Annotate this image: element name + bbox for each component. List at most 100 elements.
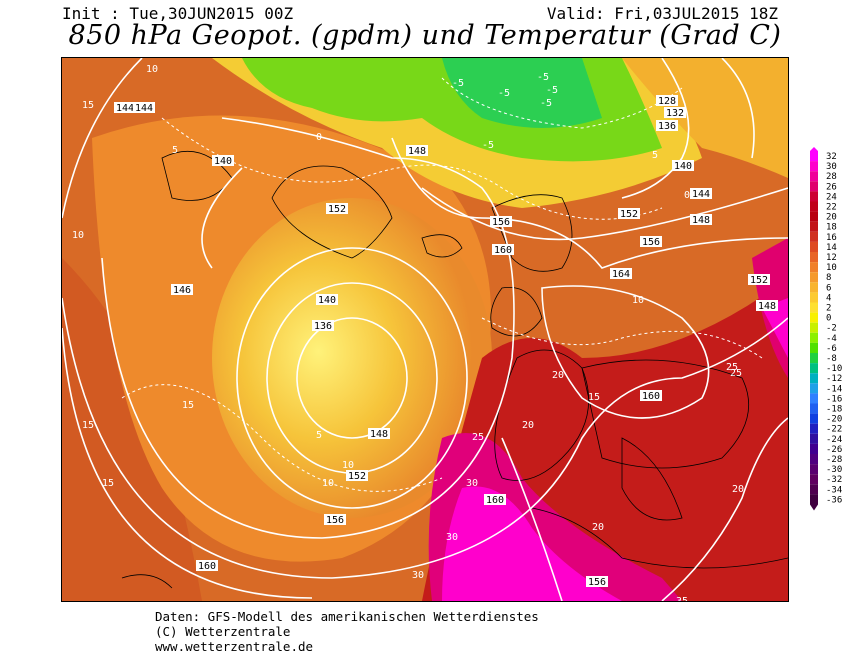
- legend-swatch: [810, 231, 818, 242]
- svg-text:15: 15: [588, 392, 600, 403]
- legend-swatch: [810, 454, 818, 465]
- svg-text:15: 15: [102, 478, 114, 489]
- svg-text:146: 146: [173, 285, 191, 296]
- svg-text:140: 140: [214, 156, 232, 167]
- svg-text:144: 144: [135, 103, 153, 114]
- legend-label: -34: [826, 485, 842, 495]
- legend-swatch: [810, 201, 818, 212]
- legend-label: 20: [826, 213, 837, 223]
- temperature-legend: 32302826242220181614121086420-2-4-6-8-10…: [810, 147, 842, 511]
- label-152-d: 152: [748, 274, 770, 286]
- label-156-b: 156: [324, 514, 346, 526]
- legend-swatch: [810, 272, 818, 283]
- label-140-b: 140: [672, 160, 694, 172]
- legend-swatch: [810, 393, 818, 404]
- legend-label: 2: [826, 304, 831, 314]
- svg-text:5: 5: [316, 430, 322, 441]
- label-144-a: 144: [114, 102, 136, 114]
- svg-text:10: 10: [72, 230, 84, 241]
- contour-labels: 144 148 152 136 140 156 160 128 132 146 …: [72, 64, 778, 601]
- label-148-a: 148: [406, 145, 428, 157]
- svg-text:136: 136: [658, 121, 676, 132]
- legend-label: 12: [826, 253, 837, 263]
- svg-text:148: 148: [408, 146, 426, 157]
- svg-text:-5: -5: [537, 72, 549, 83]
- legend-label: 6: [826, 283, 831, 293]
- label-132: 132: [664, 107, 686, 119]
- legend-label: 0: [826, 314, 831, 324]
- legend-swatch: [810, 443, 818, 454]
- svg-text:5: 5: [172, 145, 178, 156]
- legend-label: -2: [826, 324, 837, 334]
- legend-label: 30: [826, 162, 837, 172]
- label-156-d: 156: [586, 576, 608, 588]
- legend-label: -28: [826, 455, 842, 465]
- label-156-c: 156: [640, 236, 662, 248]
- temperature-contours: [121, 77, 763, 492]
- legend-label: -20: [826, 415, 842, 425]
- label-160-c: 160: [640, 390, 662, 402]
- svg-text:156: 156: [492, 217, 510, 228]
- svg-text:148: 148: [370, 429, 388, 440]
- label-160-a: 160: [492, 244, 514, 256]
- legend-label: -26: [826, 445, 842, 455]
- legend-swatch: [810, 151, 818, 162]
- svg-text:132: 132: [666, 108, 684, 119]
- legend-swatch: [810, 322, 818, 333]
- legend-swatch: [810, 353, 818, 364]
- legend-swatch: [810, 181, 818, 192]
- legend-label: -18: [826, 405, 842, 415]
- label-164: 164: [610, 268, 632, 280]
- label-146: 146: [171, 284, 193, 296]
- legend-swatch: [810, 423, 818, 434]
- legend-label: 16: [826, 233, 837, 243]
- svg-text:160: 160: [486, 495, 504, 506]
- svg-text:148: 148: [758, 301, 776, 312]
- legend-swatch: [810, 433, 818, 444]
- svg-text:144: 144: [692, 189, 710, 200]
- svg-text:152: 152: [348, 471, 366, 482]
- label-144-c: 144: [133, 102, 155, 114]
- legend-swatch: [810, 292, 818, 303]
- legend-label: -8: [826, 354, 837, 364]
- svg-text:15: 15: [82, 420, 94, 431]
- weather-map: 144 148 152 136 140 156 160 128 132 146 …: [61, 57, 789, 602]
- label-160-d: 160: [484, 494, 506, 506]
- footer-data-source: Daten: GFS-Modell des amerikanischen Wet…: [155, 609, 539, 624]
- legend-swatch: [810, 383, 818, 394]
- svg-text:-5: -5: [498, 88, 510, 99]
- svg-text:10: 10: [146, 64, 158, 75]
- label-152-b: 152: [346, 470, 368, 482]
- coastlines: [121, 151, 788, 589]
- svg-text:148: 148: [692, 215, 710, 226]
- legend-swatch: [810, 252, 818, 263]
- legend-bottom-arrow: [810, 504, 818, 511]
- footer-website[interactable]: www.wetterzentrale.de: [155, 639, 314, 654]
- svg-text:-5: -5: [540, 98, 552, 109]
- svg-text:152: 152: [750, 275, 768, 286]
- svg-text:152: 152: [328, 204, 346, 215]
- svg-text:20: 20: [522, 420, 534, 431]
- svg-text:128: 128: [658, 96, 676, 107]
- svg-text:140: 140: [318, 295, 336, 306]
- svg-text:15: 15: [82, 100, 94, 111]
- legend-swatch: [810, 171, 818, 182]
- init-time: Init : Tue,30JUN2015 00Z: [62, 4, 294, 23]
- legend-label: 22: [826, 203, 837, 213]
- legend-label: -22: [826, 425, 842, 435]
- svg-text:0: 0: [316, 132, 322, 143]
- svg-text:10: 10: [322, 478, 334, 489]
- label-136-b: 136: [656, 120, 678, 132]
- legend-label: -30: [826, 465, 842, 475]
- svg-text:-5: -5: [452, 78, 464, 89]
- svg-text:25: 25: [726, 362, 738, 373]
- label-140-c: 140: [212, 155, 234, 167]
- label-148-c: 148: [690, 214, 712, 226]
- label-152-c: 152: [618, 208, 640, 220]
- svg-text:10: 10: [342, 460, 354, 471]
- legend-label: 14: [826, 243, 837, 253]
- legend-swatch: [810, 494, 818, 505]
- svg-text:156: 156: [642, 237, 660, 248]
- svg-text:160: 160: [494, 245, 512, 256]
- legend-label: -4: [826, 334, 837, 344]
